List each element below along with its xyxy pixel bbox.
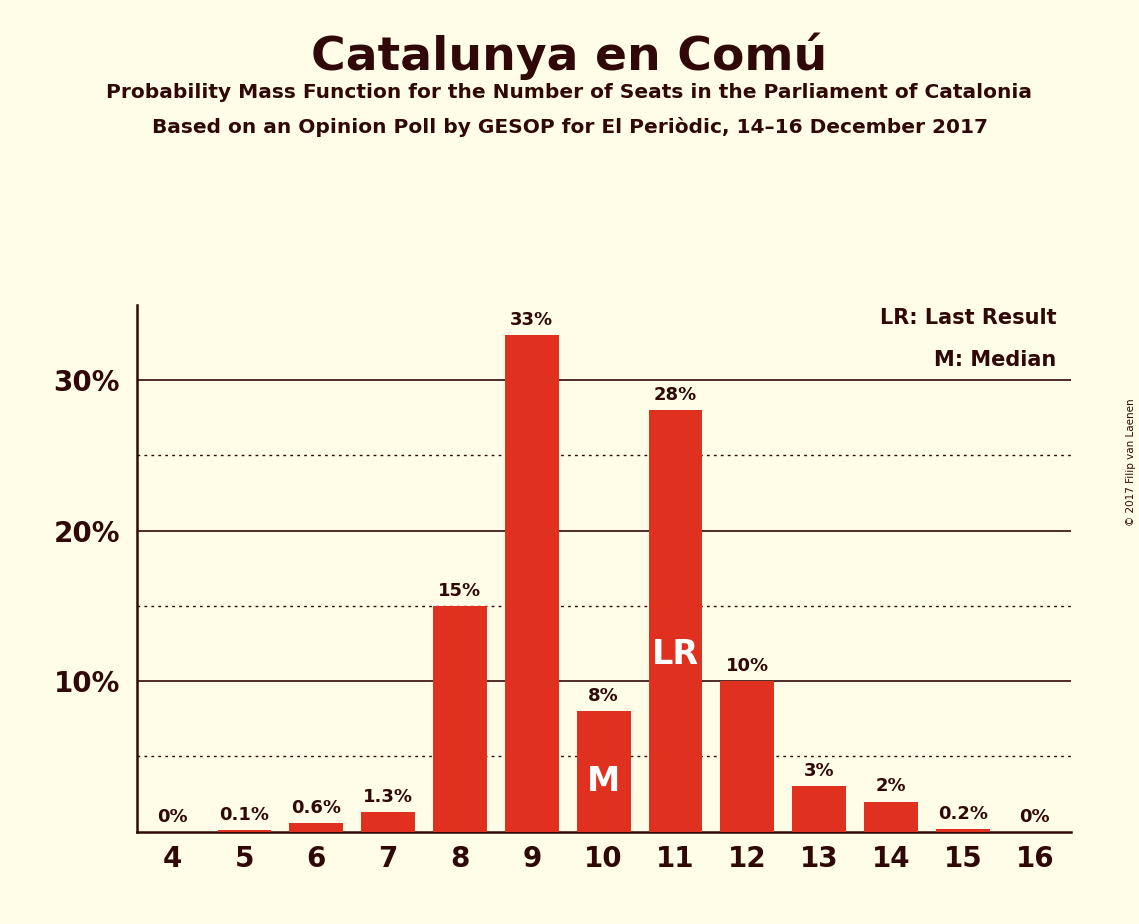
Text: LR: LR [652,638,699,671]
Bar [648,410,703,832]
Text: 3%: 3% [804,762,835,781]
Text: 0.1%: 0.1% [220,806,270,824]
Text: LR: Last Result: LR: Last Result [879,308,1056,328]
Text: 0%: 0% [157,808,188,825]
Bar [936,829,990,832]
Text: Catalunya en Comú: Catalunya en Comú [311,32,828,79]
Bar [793,786,846,832]
Text: 1.3%: 1.3% [363,788,413,806]
Text: 2%: 2% [876,777,907,796]
Bar [361,812,415,832]
Bar [218,830,271,832]
Text: 28%: 28% [654,386,697,404]
Text: Based on an Opinion Poll by GESOP for El Periòdic, 14–16 December 2017: Based on an Opinion Poll by GESOP for El… [151,117,988,138]
Text: 33%: 33% [510,311,554,329]
Text: 10%: 10% [726,657,769,675]
Text: Probability Mass Function for the Number of Seats in the Parliament of Catalonia: Probability Mass Function for the Number… [107,83,1032,103]
Bar [433,606,486,832]
Text: 15%: 15% [439,582,482,600]
Text: M: Median: M: Median [934,350,1056,371]
Bar [720,681,775,832]
Bar [576,711,631,832]
Text: © 2017 Filip van Laenen: © 2017 Filip van Laenen [1126,398,1136,526]
Text: 0.2%: 0.2% [937,805,988,822]
Bar [505,335,559,832]
Bar [865,801,918,832]
Text: M: M [587,764,621,797]
Text: 8%: 8% [589,687,618,705]
Bar [289,822,343,832]
Text: 0%: 0% [1019,808,1050,825]
Text: 0.6%: 0.6% [292,798,342,817]
